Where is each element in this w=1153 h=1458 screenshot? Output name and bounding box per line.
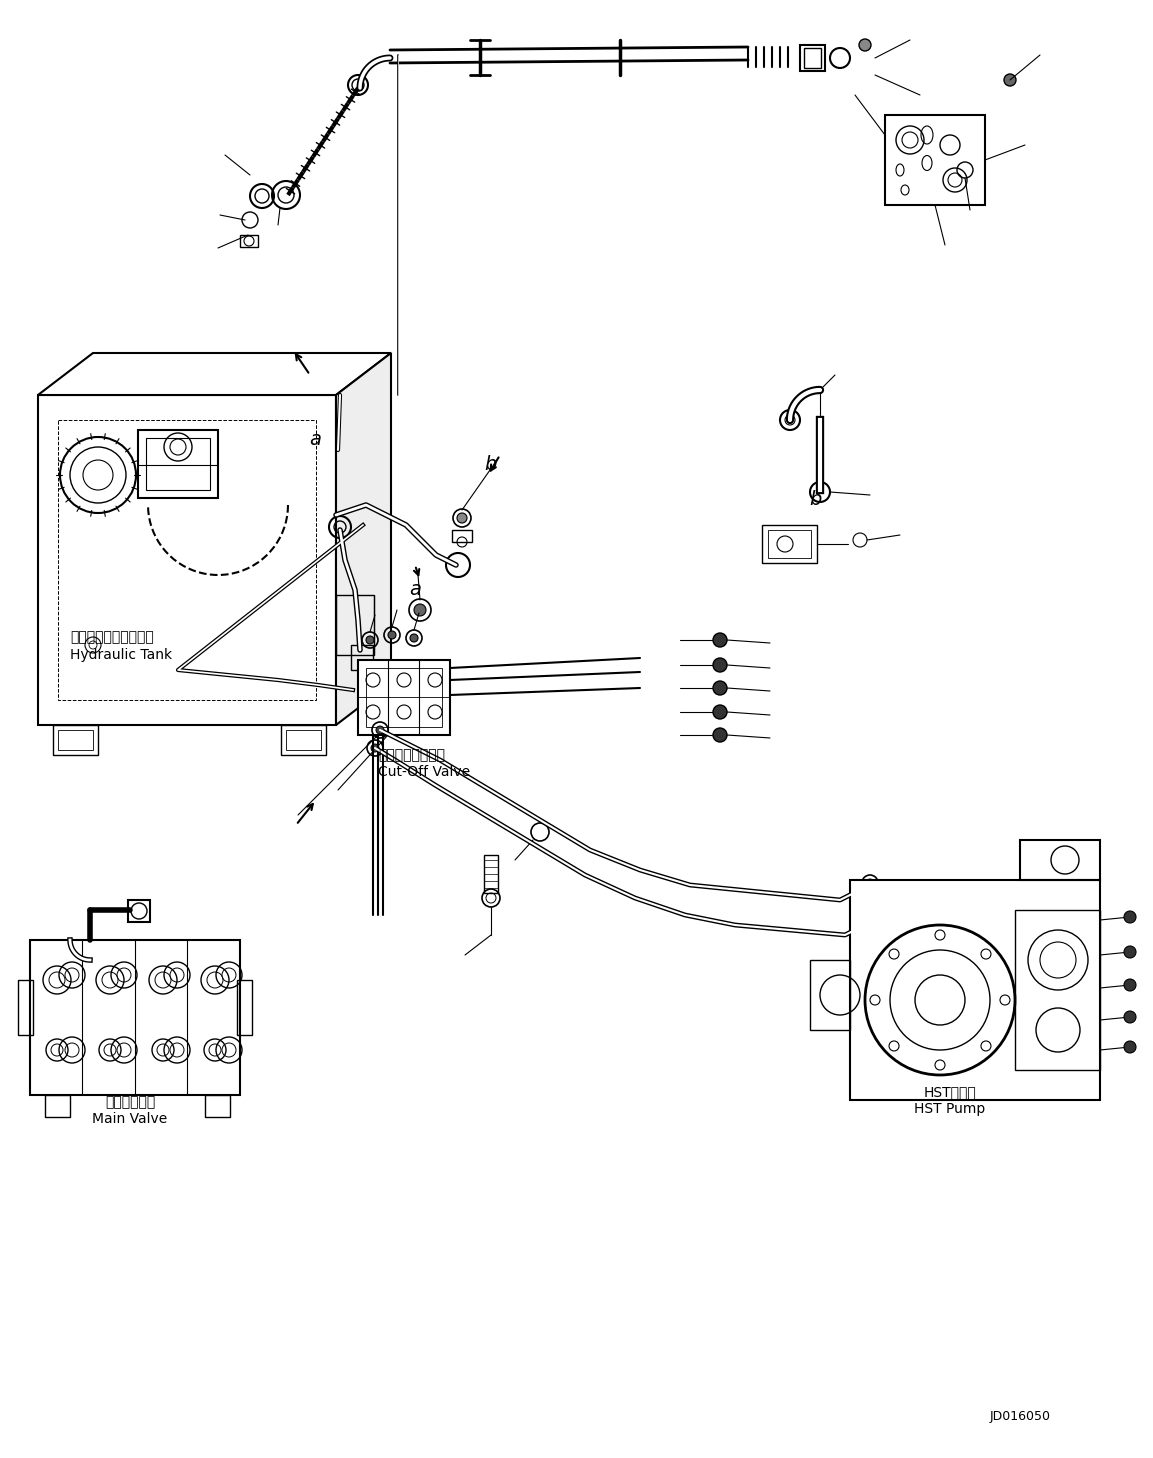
- Circle shape: [1004, 74, 1016, 86]
- Bar: [238, 980, 253, 1035]
- Circle shape: [1124, 1041, 1136, 1053]
- Circle shape: [713, 633, 728, 647]
- Text: JD016050: JD016050: [989, 1410, 1050, 1423]
- Text: カットオフバルブ: カットオフバルブ: [378, 748, 445, 763]
- Circle shape: [859, 39, 871, 51]
- Circle shape: [871, 914, 879, 921]
- Polygon shape: [850, 881, 1100, 1099]
- Bar: [128, 900, 150, 921]
- Circle shape: [713, 706, 728, 719]
- Text: Hydraulic Tank: Hydraulic Tank: [70, 647, 172, 662]
- Polygon shape: [336, 353, 391, 725]
- Circle shape: [376, 726, 384, 733]
- Circle shape: [713, 658, 728, 672]
- Text: メインバルブ: メインバルブ: [105, 1095, 156, 1110]
- Circle shape: [410, 634, 419, 642]
- Text: ハイドロリックタンク: ハイドロリックタンク: [70, 630, 153, 644]
- Circle shape: [1124, 978, 1136, 991]
- Bar: [286, 730, 321, 749]
- Bar: [138, 430, 218, 499]
- Circle shape: [371, 744, 379, 752]
- Bar: [484, 854, 498, 892]
- Circle shape: [414, 604, 425, 615]
- Polygon shape: [38, 395, 336, 725]
- Circle shape: [1124, 946, 1136, 958]
- Bar: [811, 959, 850, 1029]
- Circle shape: [866, 879, 874, 886]
- Bar: [804, 48, 821, 69]
- Text: a: a: [409, 580, 421, 599]
- Bar: [53, 725, 98, 755]
- Circle shape: [1124, 1010, 1136, 1024]
- Text: b: b: [808, 490, 821, 509]
- Bar: [366, 668, 442, 728]
- Bar: [146, 437, 210, 490]
- Bar: [58, 730, 93, 749]
- Bar: [336, 595, 374, 655]
- Circle shape: [713, 681, 728, 695]
- Circle shape: [389, 631, 395, 639]
- Bar: [1015, 910, 1100, 1070]
- Bar: [1020, 840, 1100, 881]
- Text: b: b: [484, 455, 496, 474]
- Polygon shape: [38, 353, 391, 395]
- Bar: [18, 980, 33, 1035]
- Circle shape: [366, 636, 374, 644]
- Bar: [452, 531, 472, 542]
- Bar: [240, 235, 258, 246]
- Circle shape: [713, 728, 728, 742]
- Text: Cut-Off Valve: Cut-Off Valve: [378, 765, 470, 779]
- Polygon shape: [357, 660, 450, 735]
- Bar: [45, 1095, 70, 1117]
- Bar: [800, 45, 826, 71]
- Bar: [58, 420, 316, 700]
- Circle shape: [1124, 911, 1136, 923]
- Text: HSTポンプ: HSTポンプ: [924, 1085, 977, 1099]
- Bar: [205, 1095, 229, 1117]
- Text: HST Pump: HST Pump: [914, 1102, 986, 1115]
- Bar: [768, 531, 811, 558]
- Text: Main Valve: Main Valve: [92, 1112, 167, 1126]
- Polygon shape: [30, 940, 240, 1095]
- Circle shape: [457, 513, 467, 523]
- Text: a: a: [309, 430, 321, 449]
- Bar: [281, 725, 326, 755]
- Bar: [351, 644, 374, 671]
- Bar: [762, 525, 817, 563]
